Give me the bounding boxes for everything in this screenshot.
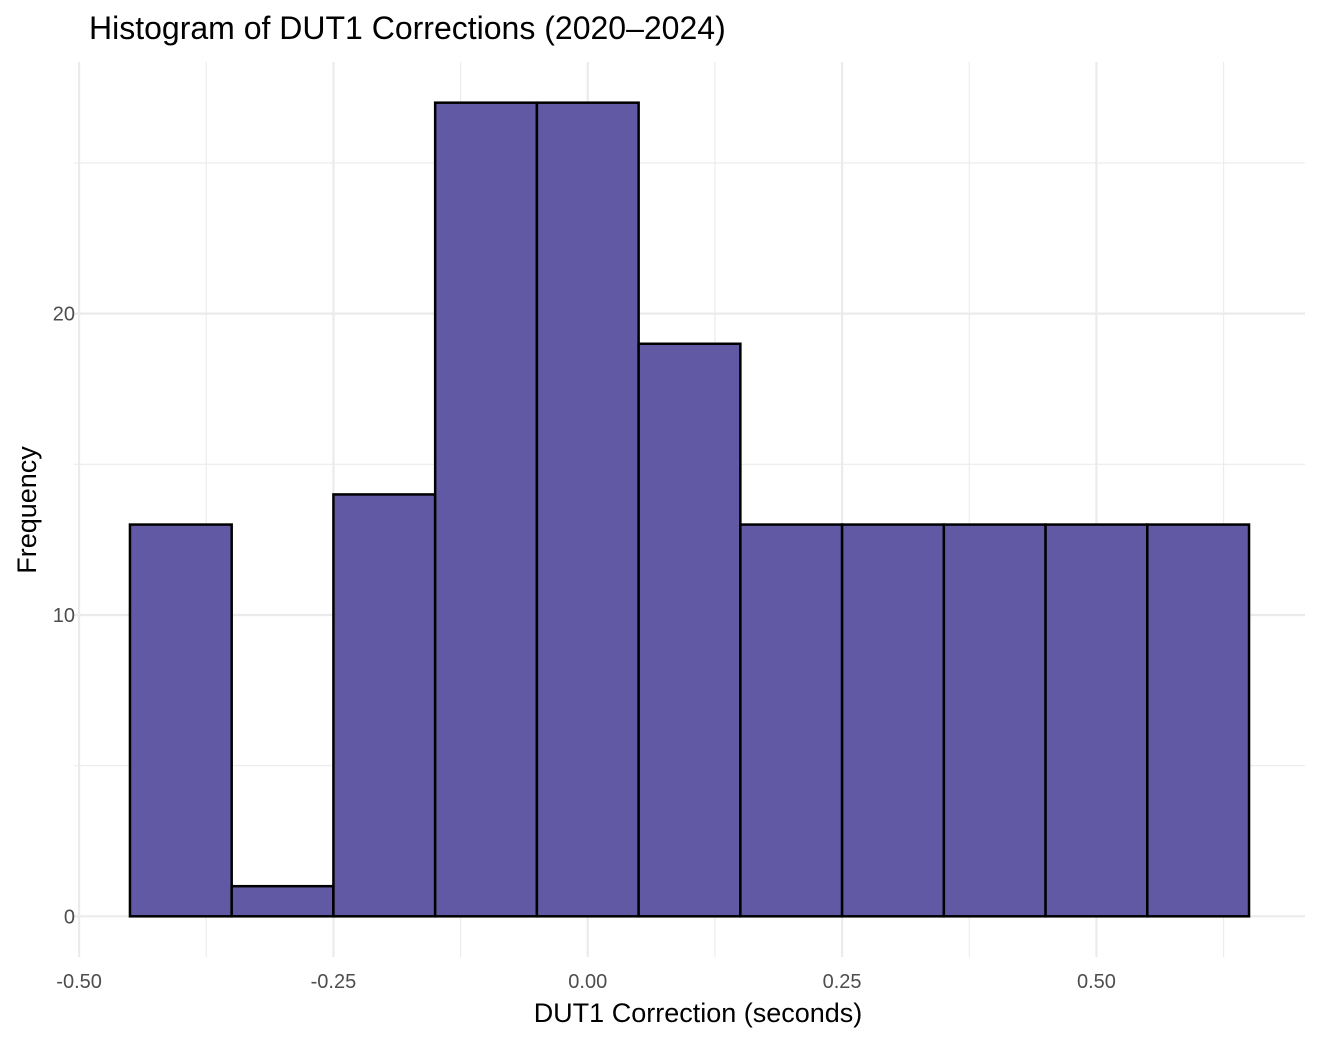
x-tick-label: 0.50 (1077, 971, 1116, 993)
chart-title: Histogram of DUT1 Corrections (2020–2024… (89, 10, 726, 46)
y-axis-title: Frequency (12, 446, 42, 574)
bar-layer (128, 101, 1251, 918)
histogram-bar (535, 101, 640, 918)
histogram-bar (433, 101, 539, 918)
histogram-bar (637, 342, 742, 918)
histogram-bar (1146, 523, 1251, 918)
histogram-bar (840, 523, 946, 918)
y-tick-label: 0 (64, 906, 75, 928)
histogram-bar (739, 523, 844, 918)
x-axis-title: DUT1 Correction (seconds) (534, 998, 863, 1028)
histogram-bar (1044, 523, 1149, 918)
x-tick-label: 0.25 (823, 971, 862, 993)
histogram-bar (230, 884, 335, 918)
x-tick-label: -0.25 (311, 971, 357, 993)
tick-label-layer: -0.50 -0.25 0.00 0.25 0.50 0 10 20 (53, 304, 1116, 993)
histogram-bar (942, 523, 1047, 918)
y-tick-label: 20 (53, 304, 75, 326)
x-tick-label: -0.50 (56, 971, 102, 993)
histogram-bar (128, 523, 233, 918)
x-tick-label: 0.00 (568, 971, 607, 993)
histogram-bar (332, 493, 437, 918)
y-tick-label: 10 (53, 605, 75, 627)
